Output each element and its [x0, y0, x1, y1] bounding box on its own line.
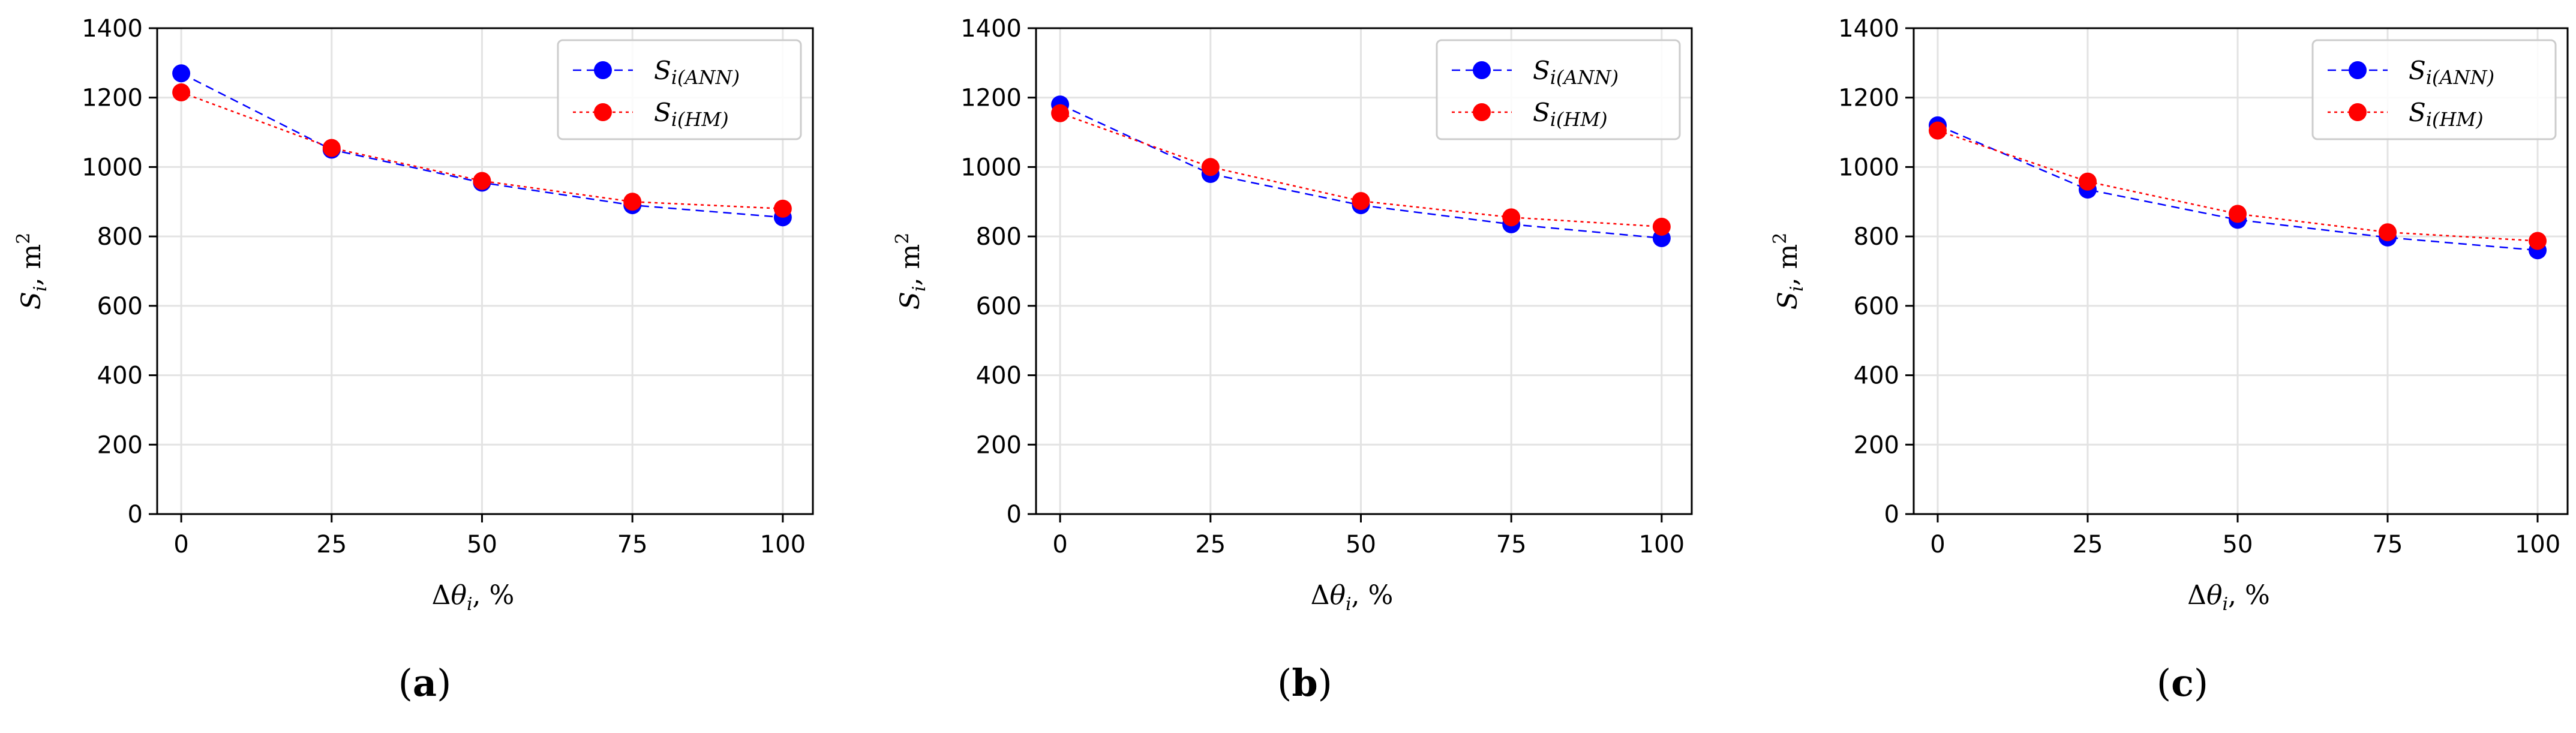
y-tick-label: 1000 [1838, 154, 1899, 181]
y-tick-label: 1200 [960, 85, 1022, 112]
legend-marker [1473, 61, 1491, 79]
data-point-hm [1201, 158, 1220, 176]
y-tick-label: 800 [1854, 223, 1899, 251]
x-tick-label: 75 [1496, 531, 1527, 558]
series-line-hm [181, 91, 783, 210]
y-axis-label: Si, m2 [13, 233, 51, 310]
x-tick-label: 50 [1346, 531, 1376, 558]
plot-frame [156, 27, 814, 515]
legend-label: Si(HM) [1533, 98, 1608, 131]
chart-panel-a: 0 25 50 75 1000200400600800100012001400Δθi, … [13, 15, 814, 705]
y-tick-label: 600 [1854, 293, 1899, 320]
data-point-hm [2529, 232, 2547, 250]
series-line-ann [1937, 124, 2538, 251]
data-point-hm [1502, 208, 1521, 227]
x-tick-label: 25 [1195, 531, 1226, 558]
x-tick-label: 0 [1052, 531, 1067, 558]
x-axis-label: Δθi, % [2187, 580, 2270, 615]
y-tick-label: 1000 [82, 154, 143, 181]
data-point-hm [2229, 205, 2247, 223]
x-axis-label: Δθi, % [432, 580, 515, 615]
x-tick-label: 100 [1639, 531, 1685, 558]
legend: Si(ANN) Si(HM) [2311, 39, 2557, 140]
legend-label: Si(ANN) [2409, 56, 2494, 89]
x-tick-label: 100 [2515, 531, 2560, 558]
legend-label: Si(HM) [654, 98, 729, 131]
y-tick-label: 400 [1854, 362, 1899, 390]
legend: Si(ANN) Si(HM) [1436, 39, 1681, 140]
legend: Si(ANN) Si(HM) [557, 39, 802, 140]
y-tick-label: 0 [128, 501, 143, 528]
data-point-hm [1652, 217, 1671, 236]
y-tick-label: 1200 [1838, 85, 1899, 112]
data-point-hm [623, 193, 642, 211]
x-tick-label: 0 [173, 531, 188, 558]
x-tick-label: 25 [316, 531, 347, 558]
y-tick-label: 400 [97, 362, 143, 390]
x-tick-label: 100 [760, 531, 806, 558]
y-axis-label: Si, m2 [892, 233, 930, 310]
legend-marker [1473, 103, 1491, 121]
panel-caption: (b) [1277, 661, 1332, 705]
legend-marker [594, 103, 612, 121]
data-point-hm [773, 199, 792, 218]
y-tick-label: 1400 [960, 15, 1022, 43]
y-axis-label: Si, m2 [1770, 233, 1808, 310]
legend-box [1436, 39, 1681, 140]
data-point-hm [2379, 223, 2397, 242]
y-tick-label: 1000 [960, 154, 1022, 181]
panel-caption: (a) [398, 661, 452, 705]
data-point-hm [322, 139, 341, 157]
legend-marker [2349, 61, 2367, 79]
y-tick-label: 200 [1854, 431, 1899, 459]
data-point-hm [2079, 172, 2097, 191]
data-point-hm [1352, 192, 1370, 211]
x-tick-label: 50 [2223, 531, 2253, 558]
panel-caption: (c) [2157, 661, 2208, 705]
x-tick-label: 75 [617, 531, 648, 558]
plot-frame [1913, 27, 2569, 515]
x-tick-label: 25 [2073, 531, 2103, 558]
data-point-hm [1929, 121, 1947, 140]
data-point-hm [1051, 104, 1070, 122]
chart-panel-b: 0 25 50 75 1000200400600800100012001400Δθi, … [892, 15, 1693, 705]
x-tick-label: 50 [467, 531, 497, 558]
legend-box [557, 39, 802, 140]
y-tick-label: 600 [976, 293, 1022, 320]
data-point-ann [172, 64, 191, 83]
legend-label: Si(ANN) [654, 56, 740, 89]
legend-label: Si(ANN) [1533, 56, 1619, 89]
y-tick-label: 1400 [82, 15, 143, 43]
y-tick-label: 200 [976, 431, 1022, 459]
y-tick-label: 1400 [1838, 15, 1899, 43]
x-tick-label: 75 [2373, 531, 2403, 558]
y-tick-label: 0 [1007, 501, 1022, 528]
chart-panel-c: 0 25 50 75 1000200400600800100012001400Δθi, … [1770, 15, 2569, 705]
y-tick-label: 400 [976, 362, 1022, 390]
series-line-hm [1059, 112, 1662, 228]
legend-marker [2349, 103, 2367, 121]
legend-marker [594, 61, 612, 79]
legend-label: Si(HM) [2409, 98, 2484, 131]
y-tick-label: 1200 [82, 85, 143, 112]
plot-frame [1035, 27, 1693, 515]
y-tick-label: 200 [97, 431, 143, 459]
y-tick-label: 600 [97, 293, 143, 320]
data-point-hm [172, 83, 191, 102]
y-tick-label: 0 [1884, 501, 1899, 528]
y-tick-label: 800 [976, 223, 1022, 251]
data-point-hm [473, 172, 491, 190]
x-tick-label: 0 [1930, 531, 1945, 558]
y-tick-label: 800 [97, 223, 143, 251]
x-axis-label: Δθi, % [1311, 580, 1394, 615]
legend-box [2311, 39, 2557, 140]
